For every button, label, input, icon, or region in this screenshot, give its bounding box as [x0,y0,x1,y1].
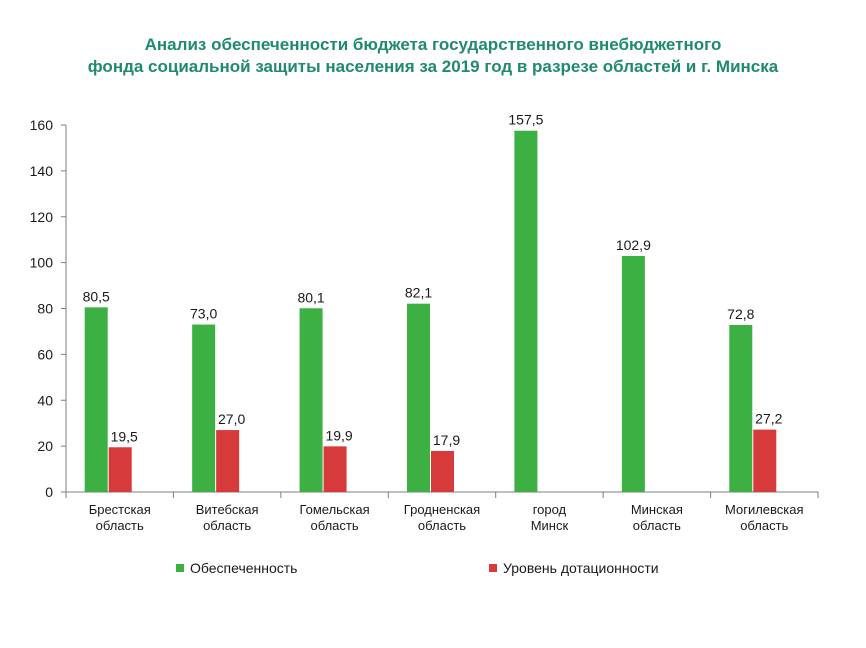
x-category-label-line: город [533,502,567,517]
chart-title-line-1: Анализ обеспеченности бюджета государств… [144,35,722,54]
x-category-label-line: область [418,518,466,533]
y-tick-label: 60 [37,346,53,362]
data-label-provision: 102,9 [616,237,651,253]
bar-subsidy [216,430,240,492]
bar-provision [84,307,108,492]
x-category-label: Гродненская область [404,502,480,533]
x-category-label-line: Минск [531,518,569,533]
data-label-provision: 80,1 [297,289,324,305]
chart-title: Анализ обеспеченности бюджета государств… [0,34,866,78]
x-category-label-line: область [96,518,144,533]
y-tick-label: 120 [30,209,54,225]
y-tick-label: 80 [37,301,53,317]
data-label-subsidy: 27,0 [218,411,245,427]
legend-swatch-provision [176,564,184,572]
y-tick-label: 0 [45,484,53,500]
x-category-label-line: область [203,518,251,533]
x-category-label-line: область [633,518,681,533]
x-category-label-line: Гомельская [299,502,369,517]
x-category-label-line: Минская [631,502,683,517]
bar-provision [407,303,430,492]
bar-subsidy [323,446,347,492]
x-category-label: Могилевская область [725,502,804,533]
data-label-provision: 157,5 [508,112,543,128]
bar-provision [514,130,538,492]
y-tick-label: 100 [30,255,54,271]
data-label-subsidy: 17,9 [433,432,460,448]
bar-provision [192,324,216,492]
x-category-label-line: Гродненская [404,502,480,517]
x-category-label: Брестская область [89,502,151,533]
bar-subsidy [753,429,777,492]
bar-provision [299,308,323,492]
data-label-subsidy: 19,5 [111,428,138,444]
x-category-label: Витебская область [196,502,259,533]
data-label-provision: 73,0 [190,306,217,322]
y-tick-label: 160 [30,117,54,133]
y-tick-label: 40 [37,392,53,408]
chart-title-line-2: фонда социальной защиты населения за 201… [87,57,779,76]
data-label-subsidy: 27,2 [755,411,782,427]
legend-label-provision: Обеспеченность [190,560,298,576]
x-category-label-line: Витебская [196,502,259,517]
bar-provision [621,255,645,492]
y-tick-label: 140 [30,163,54,179]
x-category-label: Минская область [631,502,683,533]
x-category-label-line: область [311,518,359,533]
y-tick-label: 20 [37,438,53,454]
data-label-provision: 80,5 [83,288,110,304]
legend-label-subsidy: Уровень дотационности [503,560,659,576]
x-category-label-line: Брестская [89,502,151,517]
data-label-provision: 72,8 [727,306,754,322]
x-category-label-line: Могилевская [725,502,804,517]
x-category-label: город Минск [531,502,569,533]
x-category-label: Гомельская область [299,502,369,533]
legend-swatch-subsidy [489,564,497,572]
data-label-provision: 82,1 [405,285,432,301]
bar-provision [729,325,753,492]
legend: Обеспеченность Уровень дотационности [0,560,866,580]
data-label-subsidy: 19,9 [325,427,352,443]
legend-item-subsidy: Уровень дотационности [489,560,659,576]
x-category-label-line: область [740,518,788,533]
legend-item-provision: Обеспеченность [176,560,297,576]
bar-subsidy [108,447,132,492]
bar-subsidy [431,450,454,492]
